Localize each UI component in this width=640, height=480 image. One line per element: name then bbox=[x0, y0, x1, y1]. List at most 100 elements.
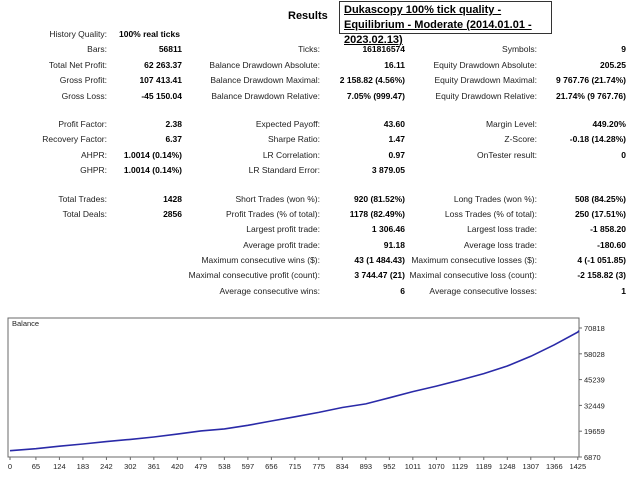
long-trades-label: Long Trades (won %): bbox=[453, 194, 537, 204]
profit-trades-value: 1178 (82.49%) bbox=[349, 209, 405, 219]
x-tick-label: 242 bbox=[100, 462, 113, 471]
x-tick-label: 479 bbox=[195, 462, 208, 471]
x-tick-label: 65 bbox=[32, 462, 40, 471]
short-trades-value: 920 (81.52%) bbox=[353, 194, 405, 204]
y-tick-label: 45239 bbox=[584, 376, 605, 385]
short-trades-label: Short Trades (won %): bbox=[235, 194, 320, 204]
ontester-result-label: OnTester result: bbox=[477, 150, 537, 160]
average-consecutive-losses-value: 1 bbox=[621, 286, 626, 296]
x-tick-label: 715 bbox=[289, 462, 302, 471]
x-tick-label: 656 bbox=[265, 462, 278, 471]
x-tick-label: 538 bbox=[218, 462, 231, 471]
balance-dd-maximal-label: Balance Drawdown Maximal: bbox=[210, 75, 320, 85]
z-score-label: Z-Score: bbox=[504, 134, 537, 144]
profit-factor-value: 2.38 bbox=[165, 119, 182, 129]
equity-dd-absolute-value: 205.25 bbox=[600, 60, 626, 70]
expected-payoff-label: Expected Payoff: bbox=[255, 119, 320, 129]
x-tick-label: 183 bbox=[77, 462, 90, 471]
report-note-box: Dukascopy 100% tick quality - Equilibriu… bbox=[339, 1, 552, 46]
symbols-label: Symbols: bbox=[502, 44, 537, 54]
average-profit-trade-value: 91.18 bbox=[383, 240, 405, 250]
balance-dd-absolute-label: Balance Drawdown Absolute: bbox=[209, 60, 320, 70]
total-deals-value: 2856 bbox=[163, 209, 182, 219]
maximal-consecutive-loss-label: Maximal consecutive loss (count): bbox=[409, 270, 537, 280]
bars-label: Bars: bbox=[87, 44, 107, 54]
lr-standard-error-label: LR Standard Error: bbox=[248, 165, 320, 175]
y-tick-label: 32449 bbox=[584, 401, 605, 410]
y-tick-label: 19659 bbox=[584, 427, 605, 436]
average-loss-trade-value: -180.60 bbox=[597, 240, 626, 250]
maximal-consecutive-profit-value: 3 744.47 (21) bbox=[354, 270, 405, 280]
recovery-factor-label: Recovery Factor: bbox=[42, 134, 107, 144]
loss-trades-label: Loss Trades (% of total): bbox=[444, 209, 537, 219]
x-tick-label: 124 bbox=[53, 462, 66, 471]
expected-payoff-value: 43.60 bbox=[383, 119, 405, 129]
equity-dd-absolute-label: Equity Drawdown Absolute: bbox=[433, 60, 537, 70]
largest-profit-trade-value: 1 306.46 bbox=[371, 224, 405, 234]
x-tick-label: 0 bbox=[8, 462, 12, 471]
equity-dd-relative-value: 21.74% (9 767.76) bbox=[556, 91, 626, 101]
lr-correlation-value: 0.97 bbox=[388, 150, 405, 160]
x-tick-label: 1070 bbox=[428, 462, 445, 471]
max-consecutive-losses-label: Maximum consecutive losses ($): bbox=[411, 255, 537, 265]
profit-trades-label: Profit Trades (% of total): bbox=[225, 209, 320, 219]
x-tick-label: 1366 bbox=[546, 462, 563, 471]
equity-dd-relative-label: Equity Drawdown Relative: bbox=[435, 91, 537, 101]
x-tick-label: 1189 bbox=[476, 462, 492, 471]
sharpe-ratio-value: 1.47 bbox=[388, 134, 405, 144]
max-consecutive-wins-label: Maximum consecutive wins ($): bbox=[201, 255, 320, 265]
history-quality-value: 100% real ticks bbox=[119, 29, 180, 39]
chart-plot-frame bbox=[7, 317, 580, 458]
average-loss-trade-label: Average loss trade: bbox=[463, 240, 537, 250]
total-net-profit-value: 62 263.37 bbox=[144, 60, 182, 70]
total-net-profit-label: Total Net Profit: bbox=[48, 60, 107, 70]
bars-value: 56811 bbox=[158, 44, 182, 54]
gross-profit-value: 107 413.41 bbox=[139, 75, 182, 85]
y-tick-label: 58028 bbox=[584, 350, 605, 359]
y-axis-ticks: 70818 58028 45239 32449 19659 6870 bbox=[579, 324, 605, 462]
balance-dd-maximal-value: 2 158.82 (4.56%) bbox=[339, 75, 405, 85]
balance-chart: Balance 0 65 124 183 242 302 361 420 479 538 597 65… bbox=[7, 317, 605, 471]
gross-loss-value: -45 150.04 bbox=[141, 91, 182, 101]
y-tick-label: 6870 bbox=[584, 453, 601, 462]
lr-standard-error-value: 3 879.05 bbox=[371, 165, 405, 175]
ahpr-label: AHPR: bbox=[81, 150, 107, 160]
x-tick-label: 1011 bbox=[405, 462, 421, 471]
gross-profit-label: Gross Profit: bbox=[59, 75, 107, 85]
results-title: Results bbox=[288, 10, 328, 22]
recovery-factor-value: 6.37 bbox=[165, 134, 182, 144]
loss-trades-value: 250 (17.51%) bbox=[574, 209, 626, 219]
x-tick-label: 1248 bbox=[499, 462, 516, 471]
ahpr-value: 1.0014 (0.14%) bbox=[123, 150, 182, 160]
largest-loss-trade-label: Largest loss trade: bbox=[467, 224, 537, 234]
y-tick-label: 70818 bbox=[584, 324, 605, 333]
x-tick-label: 1307 bbox=[522, 462, 539, 471]
ghpr-value: 1.0014 (0.14%) bbox=[123, 165, 182, 175]
largest-loss-trade-value: -1 858.20 bbox=[590, 224, 626, 234]
x-tick-label: 420 bbox=[171, 462, 184, 471]
x-tick-label: 952 bbox=[383, 462, 396, 471]
x-tick-label: 1425 bbox=[569, 462, 586, 471]
x-tick-label: 893 bbox=[360, 462, 373, 471]
average-consecutive-wins-label: Average consecutive wins: bbox=[219, 286, 320, 296]
total-trades-label: Total Trades: bbox=[58, 194, 107, 204]
balance-series-line bbox=[9, 330, 580, 452]
lr-correlation-label: LR Correlation: bbox=[262, 150, 320, 160]
profit-factor-label: Profit Factor: bbox=[58, 119, 107, 129]
x-tick-label: 1129 bbox=[452, 462, 468, 471]
max-consecutive-wins-value: 43 (1 484.43) bbox=[354, 255, 405, 265]
largest-profit-trade-label: Largest profit trade: bbox=[246, 224, 320, 234]
x-axis-ticks: 0 65 124 183 242 302 361 420 479 538 597 656 715 775 8… bbox=[8, 457, 586, 471]
chart-title: Balance bbox=[12, 319, 39, 328]
x-tick-label: 834 bbox=[336, 462, 349, 471]
max-consecutive-losses-value: 4 (-1 051.85) bbox=[577, 255, 626, 265]
history-quality-label: History Quality: bbox=[49, 29, 107, 39]
average-consecutive-losses-label: Average consecutive losses: bbox=[429, 286, 537, 296]
balance-dd-absolute-value: 16.11 bbox=[384, 60, 405, 70]
total-deals-label: Total Deals: bbox=[62, 209, 107, 219]
x-tick-label: 597 bbox=[242, 462, 255, 471]
balance-dd-relative-value: 7.05% (999.47) bbox=[346, 91, 405, 101]
symbols-value: 9 bbox=[621, 44, 626, 54]
x-tick-label: 361 bbox=[148, 462, 161, 471]
z-score-value: -0.18 (14.28%) bbox=[569, 134, 626, 144]
